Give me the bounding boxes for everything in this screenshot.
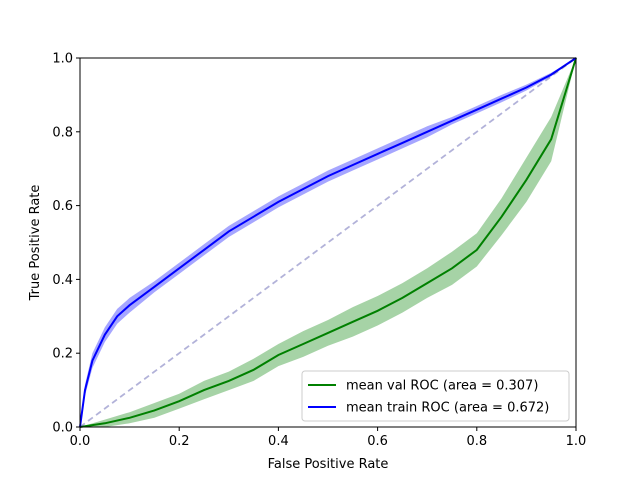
y-axis-label: True Positive Rate bbox=[28, 185, 43, 302]
x-tick-label: 0.0 bbox=[70, 434, 91, 449]
legend-box bbox=[301, 370, 570, 422]
legend-label-val: mean val ROC (area = 0.307) bbox=[346, 379, 538, 394]
series-lines bbox=[79, 57, 577, 428]
x-axis-label: False Positive Rate bbox=[268, 457, 389, 472]
legend-label-train: mean train ROC (area = 0.672) bbox=[346, 401, 549, 416]
x-axis-ticks: 0.0 0.2 0.4 0.6 0.8 1.0 bbox=[70, 427, 587, 449]
x-tick-label: 0.6 bbox=[367, 434, 388, 449]
x-tick-label: 1.0 bbox=[566, 434, 587, 449]
y-tick-label: 0.6 bbox=[52, 199, 73, 214]
chance-diagonal-line bbox=[79, 57, 577, 428]
confidence-bands bbox=[80, 58, 576, 427]
legend: mean val ROC (area = 0.307) mean train R… bbox=[301, 370, 570, 422]
axes-frame bbox=[79, 57, 577, 428]
y-tick-label: 0.4 bbox=[52, 273, 73, 288]
std-band-val bbox=[80, 58, 576, 427]
x-tick-label: 0.4 bbox=[268, 434, 289, 449]
val-roc-line bbox=[79, 57, 577, 428]
y-tick-label: 0.2 bbox=[52, 347, 73, 362]
x-tick-label: 0.2 bbox=[169, 434, 190, 449]
y-tick-label: 1.0 bbox=[52, 52, 73, 67]
y-axis-ticks: 0.0 0.2 0.4 0.6 0.8 1.0 bbox=[52, 52, 80, 436]
train-roc-line bbox=[79, 57, 577, 428]
y-tick-label: 0.8 bbox=[52, 125, 73, 140]
y-tick-label: 0.0 bbox=[52, 421, 73, 436]
x-tick-label: 0.8 bbox=[466, 434, 487, 449]
